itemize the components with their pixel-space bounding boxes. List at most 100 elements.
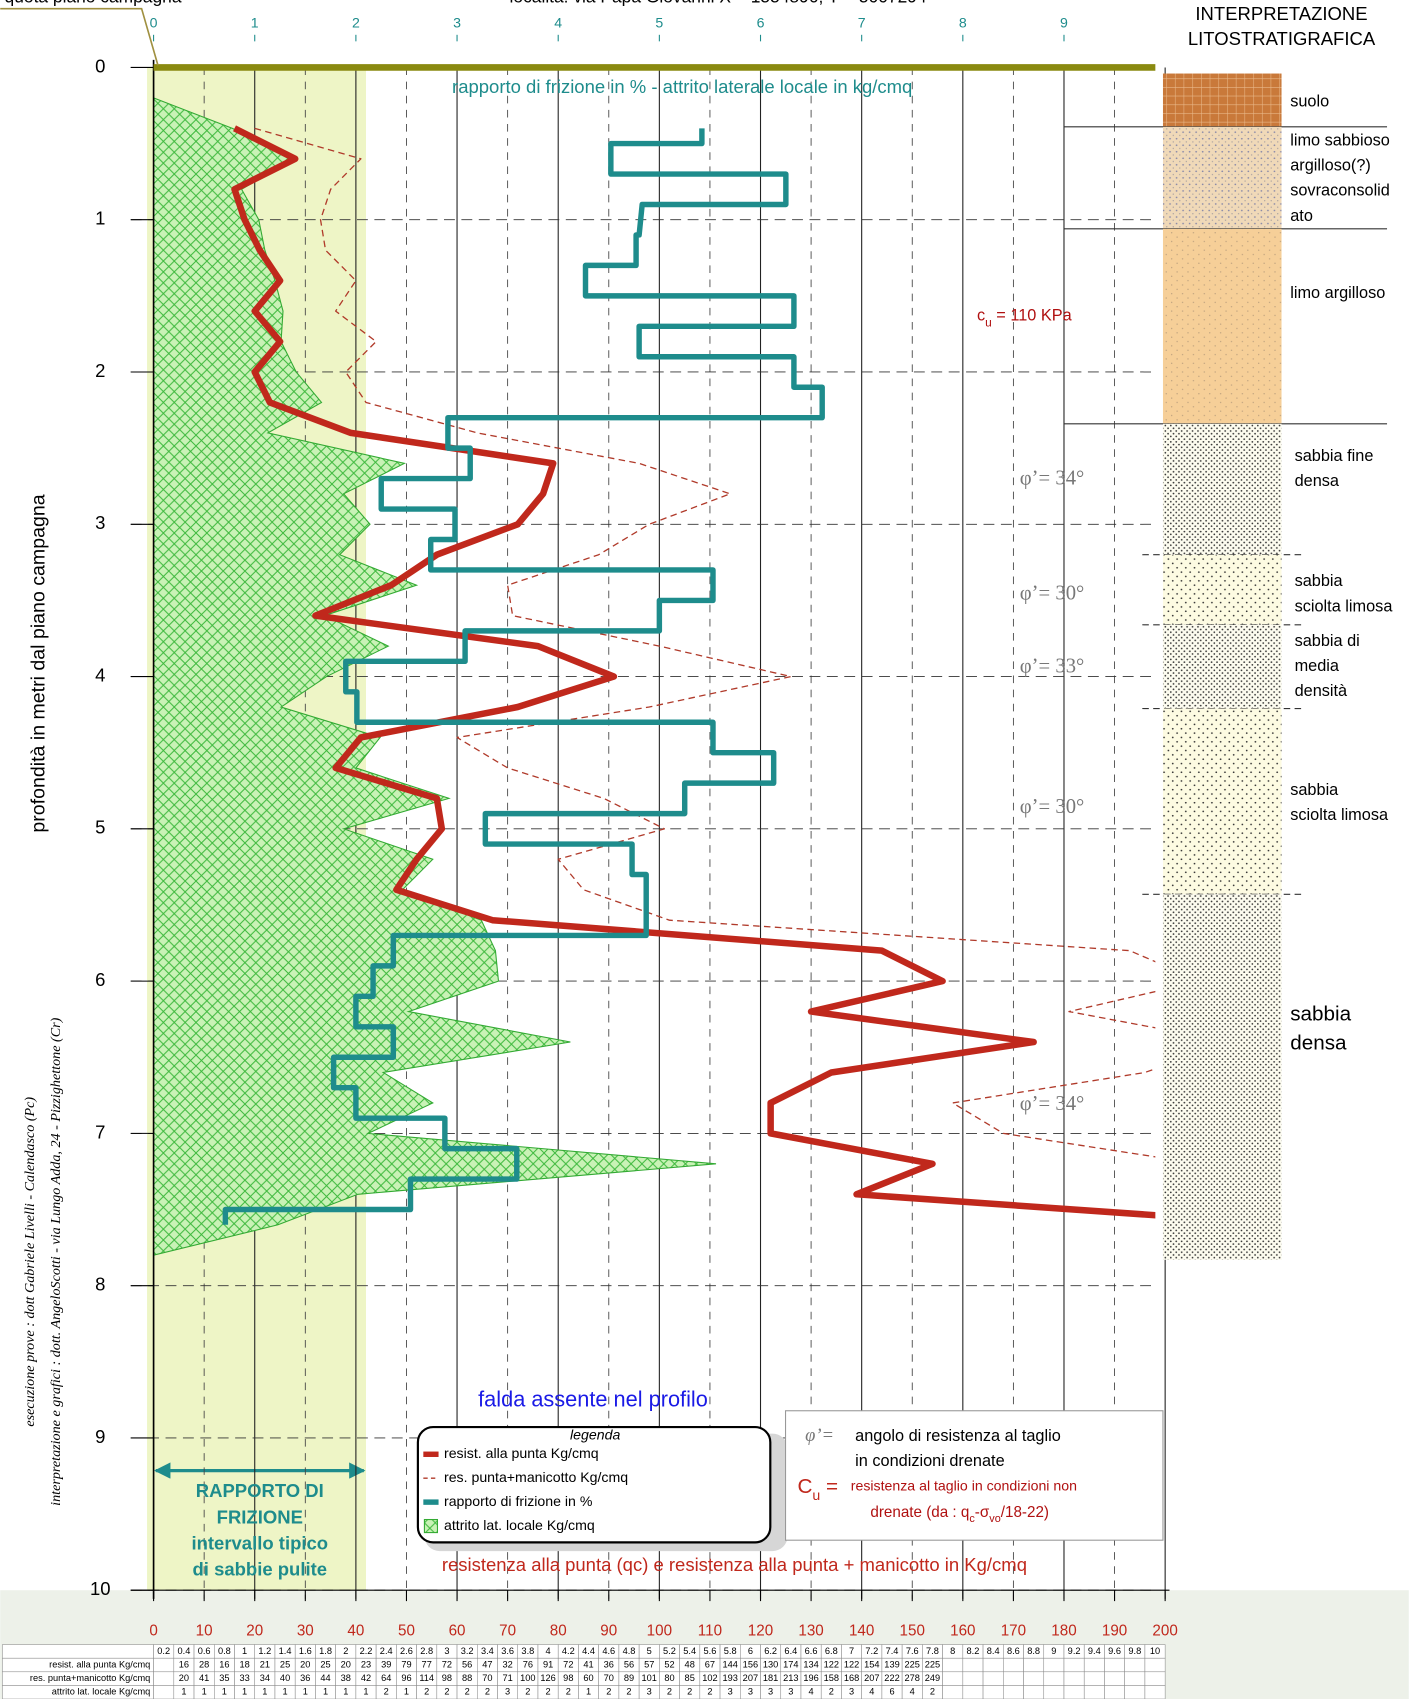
table-cell-text: 213 [783, 1673, 798, 1683]
y-tick-label: 4 [95, 664, 105, 685]
lithology-layer [1162, 73, 1282, 127]
cu-formula-part: vo [989, 1513, 1000, 1525]
cu-symbol: c [977, 307, 985, 325]
table-cell-text: 70 [482, 1673, 492, 1683]
table-cell-text: 1 [363, 1687, 368, 1697]
table-cell-text: 8.6 [1007, 1646, 1020, 1656]
table-cell [942, 1671, 964, 1686]
table-cell-text: 4.4 [582, 1646, 595, 1656]
table-cell-text: 2 [930, 1687, 935, 1697]
lithology-layer [1162, 708, 1282, 895]
table-cell-text: 32 [502, 1659, 512, 1669]
lithology-label: densa [1290, 1032, 1347, 1055]
table-cell-text: 5.6 [704, 1646, 717, 1656]
table-cell-text: 5.8 [724, 1646, 737, 1656]
table-cell-text: 8 [950, 1646, 955, 1656]
lithology-label: sabbia fine [1295, 447, 1374, 465]
line [231, 125, 1156, 1219]
notes-layer: RAPPORTO DI FRIZIONE intervallo tipico di s… [5, 0, 1085, 1580]
table-cell-text: 4.8 [623, 1646, 636, 1656]
table-cell-text: 33 [239, 1673, 249, 1683]
line [222, 128, 825, 1225]
legend-label: attrito lat. locale Kg/cmq [444, 1517, 595, 1533]
table-row-label: attrito lat. locale Kg/cmq [52, 1687, 151, 1697]
table-cell-text: 38 [341, 1673, 351, 1683]
table-cell [962, 1671, 984, 1686]
table-cell-text: 25 [320, 1659, 330, 1669]
x-tick-label: 60 [449, 1623, 466, 1640]
table-cell [1003, 1671, 1024, 1686]
y-tick-label: 9 [95, 1426, 105, 1447]
cu-formula: drenate (da : qc-σvo/18-22) [870, 1504, 1049, 1525]
table-cell-text: 3.8 [521, 1646, 534, 1656]
band-label: FRIZIONE [217, 1506, 303, 1527]
table-cell-text: 1 [323, 1687, 328, 1697]
table-cell-text: 134 [803, 1659, 818, 1669]
table-cell-text: 2 [343, 1646, 348, 1656]
table-cell-text: 16 [219, 1659, 229, 1669]
table-cell-text: 8.2 [967, 1646, 980, 1656]
table-cell-text: 2 [707, 1687, 712, 1697]
x-tick-label: 130 [798, 1623, 823, 1640]
table-cell-text: 72 [563, 1659, 573, 1669]
table-cell-text: 18 [239, 1659, 249, 1669]
table-cell [1144, 1685, 1166, 1699]
table-cell-text: 1 [242, 1687, 247, 1697]
table-cell-text: 36 [300, 1673, 310, 1683]
band-label: RAPPORTO DI [196, 1480, 324, 1501]
table-cell-text: 1 [181, 1687, 186, 1697]
table-cell [1104, 1671, 1125, 1686]
data-layer [153, 97, 1156, 1256]
table-cell-text: 57 [644, 1659, 654, 1669]
table-cell-text: 4 [809, 1687, 814, 1697]
y-tick-label: 8 [95, 1274, 105, 1295]
y-tick-label: 0 [95, 55, 105, 76]
lithology-layer [1162, 126, 1282, 229]
legend-label: rapporto di frizione in % [444, 1493, 593, 1509]
x-tick-label: 80 [550, 1623, 567, 1640]
table-cell-text: 1.8 [319, 1646, 332, 1656]
x-tick-label: 50 [398, 1623, 415, 1640]
lithology-label: sabbia [1295, 572, 1344, 590]
cu-text: resistenza al taglio in condizioni non [851, 1478, 1077, 1494]
table-cell-text: 3 [788, 1687, 793, 1697]
cu-formula-part: drenate (da : q [870, 1504, 969, 1521]
x-tick-label: 170 [1001, 1623, 1026, 1640]
table-cell-text: 79 [401, 1659, 411, 1669]
table-cell-text: 7 [849, 1646, 854, 1656]
table-cell [153, 1657, 175, 1673]
table-cell [962, 1657, 984, 1673]
table-cell-text: 47 [482, 1659, 492, 1669]
table-cell [962, 1685, 984, 1699]
table-cell-text: 35 [219, 1673, 229, 1683]
table-cell-text: 6.8 [825, 1646, 838, 1656]
table-cell [1023, 1671, 1045, 1686]
table-cell-text: 8.4 [987, 1646, 1000, 1656]
table-cell-text: 2.2 [360, 1646, 373, 1656]
table-cell-text: 2.4 [380, 1646, 393, 1656]
phi-label: φ’= 33° [1020, 656, 1085, 678]
table-cell-text: 20 [300, 1659, 310, 1669]
x-tick-label: 20 [246, 1623, 263, 1640]
table-cell-text: 85 [685, 1673, 695, 1683]
table-row-label: res. punta+manicotto Kg/cmq [30, 1673, 150, 1683]
lithology-label: ato [1290, 207, 1313, 225]
phi-label: φ’= 30° [1020, 796, 1085, 818]
table-cell-text: 2 [687, 1687, 692, 1697]
table-cell-text: 42 [361, 1673, 371, 1683]
cu-formula-part: /18-22) [1001, 1504, 1049, 1521]
table-cell-text: 6.2 [764, 1646, 777, 1656]
ground-label: quota piano campagna [5, 0, 182, 6]
x-tick-label: 120 [748, 1623, 773, 1640]
explanation-box: φ’= angolo di resistenza al taglio in co… [784, 1410, 1164, 1541]
cu-symbol-part: C [797, 1475, 812, 1498]
table-cell-text: 225 [905, 1659, 920, 1669]
table-cell [982, 1671, 1004, 1686]
table-cell-text: 1 [586, 1687, 591, 1697]
y-axis-title: profondità in metri dal piano campagna [28, 494, 50, 832]
lithology-layer [1162, 423, 1282, 555]
x-tick-label: 40 [347, 1623, 364, 1640]
x2-tick-label: 9 [1060, 15, 1068, 31]
location: località: via Papa Giovanni X = 1554896;… [510, 0, 927, 6]
table-cell-text: 3 [768, 1687, 773, 1697]
